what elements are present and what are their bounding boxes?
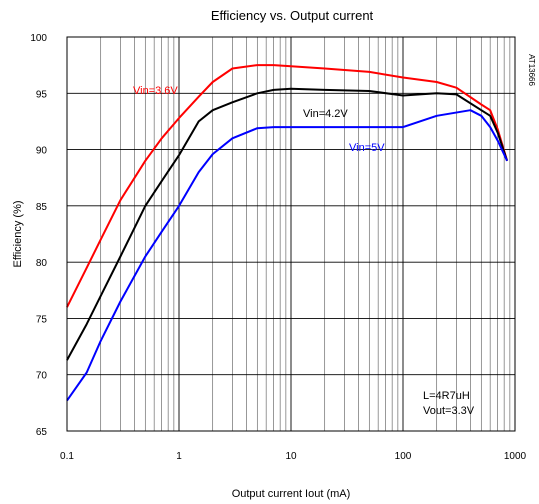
- series-line-vin-3-6v: [66, 64, 509, 308]
- y-tick-label: 95: [36, 89, 48, 100]
- tick-labels: 65 70 75 80 85 90 95 100 0.1 1 10 100 1000: [30, 33, 526, 462]
- series-label-vin-3-6v: Vin=3.6V: [133, 85, 178, 97]
- x-tick-label: 10: [285, 451, 297, 462]
- chart-title: Efficiency vs. Output current: [211, 8, 374, 23]
- x-tick-label: 1000: [504, 451, 527, 462]
- x-axis-label: Output current Iout (mA): [232, 488, 351, 500]
- plot-frame: [66, 36, 516, 432]
- series-line-vin-4-2v: [66, 87, 509, 361]
- x-tick-label: 1: [176, 451, 182, 462]
- series-lines: [66, 64, 509, 402]
- y-tick-label: 75: [36, 314, 48, 325]
- annotation-figure-code: AT13666: [527, 54, 536, 86]
- annotation-vout: Vout=3.3V: [423, 405, 475, 417]
- annotation-inductor: L=4R7uH: [423, 390, 470, 402]
- x-tick-label: 100: [395, 451, 412, 462]
- series-label-vin-5v: Vin=5V: [349, 142, 385, 154]
- y-tick-label: 70: [36, 371, 48, 382]
- series-line-vin-5v: [66, 109, 509, 402]
- y-tick-label: 85: [36, 202, 48, 213]
- y-tick-label: 65: [36, 427, 48, 438]
- y-tick-label: 100: [30, 33, 47, 44]
- y-tick-label: 80: [36, 258, 48, 269]
- y-axis-label: Efficiency (%): [12, 200, 24, 267]
- x-tick-label: 0.1: [60, 451, 74, 462]
- series-label-vin-4-2v: Vin=4.2V: [303, 108, 348, 120]
- y-tick-label: 90: [36, 146, 48, 157]
